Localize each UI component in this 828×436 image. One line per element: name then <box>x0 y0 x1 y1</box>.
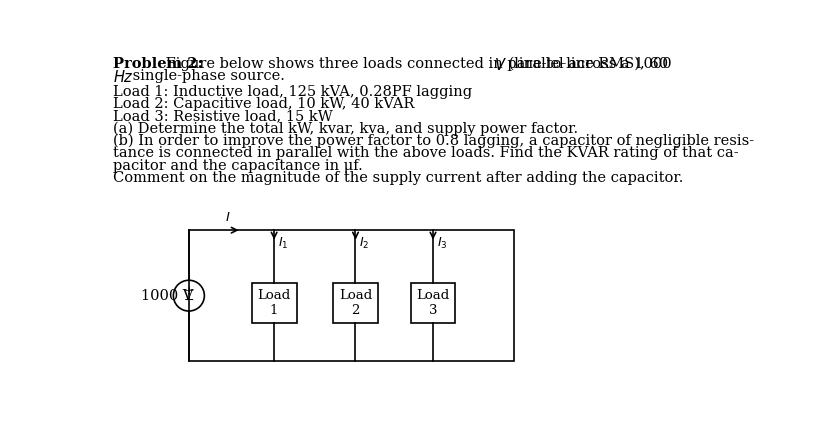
Text: Load 1: Inductive load, 125 kVA, 0.28PF lagging: Load 1: Inductive load, 125 kVA, 0.28PF … <box>113 85 471 99</box>
Bar <box>252 283 296 324</box>
Text: (line-to-line RMS), 60: (line-to-line RMS), 60 <box>503 57 667 71</box>
Text: $I_1$: $I_1$ <box>277 236 288 252</box>
Text: $V$: $V$ <box>493 57 507 73</box>
Text: (a) Determine the total kW, kvar, kva, and supply power factor.: (a) Determine the total kW, kvar, kva, a… <box>113 122 577 136</box>
Text: $Hz$: $Hz$ <box>113 69 133 85</box>
Text: $I$: $I$ <box>224 211 230 224</box>
Text: −: − <box>184 294 194 307</box>
Text: Problem 2:: Problem 2: <box>113 57 203 71</box>
Bar <box>410 283 455 324</box>
Text: 1000 V: 1000 V <box>141 289 193 303</box>
Text: $I_2$: $I_2$ <box>359 236 369 252</box>
Text: pacitor and the capacitance in μf.: pacitor and the capacitance in μf. <box>113 159 362 173</box>
Text: single-phase source.: single-phase source. <box>128 69 285 83</box>
Text: Load
3: Load 3 <box>416 290 449 317</box>
Text: (b) In order to improve the power factor to 0.8 lagging, a capacitor of negligib: (b) In order to improve the power factor… <box>113 134 753 148</box>
Text: tance is connected in parallel with the above loads. Find the KVAR rating of tha: tance is connected in parallel with the … <box>113 146 738 160</box>
Text: Load 2: Capacitive load, 10 kW, 40 kVAR: Load 2: Capacitive load, 10 kW, 40 kVAR <box>113 97 414 111</box>
Text: Comment on the magnitude of the supply current after adding the capacitor.: Comment on the magnitude of the supply c… <box>113 171 682 185</box>
Bar <box>333 283 378 324</box>
Text: +: + <box>183 285 194 297</box>
Text: Load 3: Resistive load, 15 kW: Load 3: Resistive load, 15 kW <box>113 109 332 123</box>
Text: Figure below shows three loads connected in parallel across a 1000: Figure below shows three loads connected… <box>161 57 676 71</box>
Text: Load
2: Load 2 <box>339 290 372 317</box>
Text: $I_3$: $I_3$ <box>436 236 447 252</box>
Text: Load
1: Load 1 <box>258 290 291 317</box>
